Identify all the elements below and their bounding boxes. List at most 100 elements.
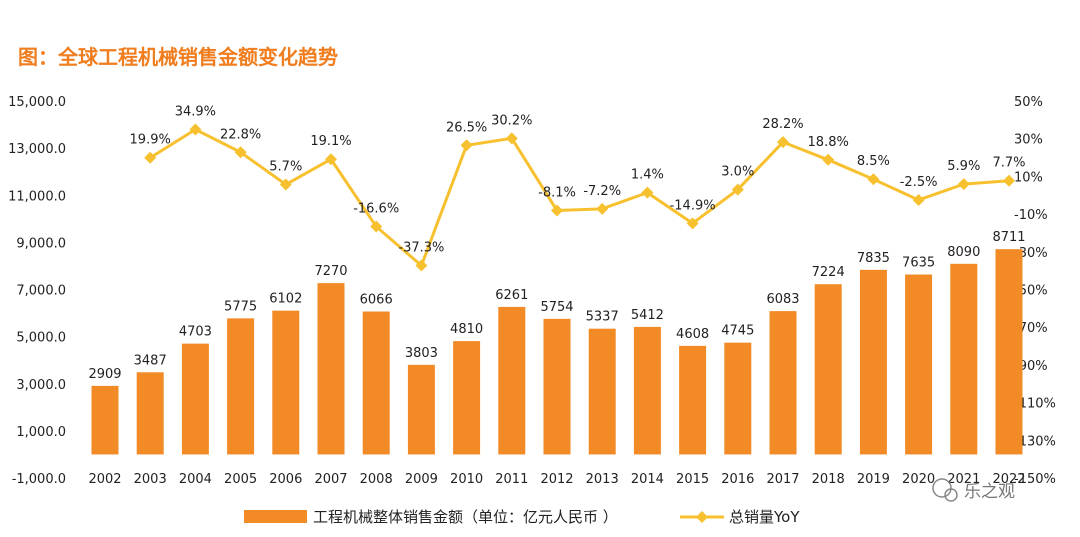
bar-label: 4810 — [450, 322, 483, 337]
left-tick-label: 13,000.0 — [8, 142, 66, 157]
x-tick-label: 2014 — [631, 472, 664, 487]
line-label: 1.4% — [631, 168, 664, 183]
bar-label: 7835 — [857, 251, 890, 266]
left-tick-label: 15,000.0 — [8, 95, 66, 110]
line-point — [370, 220, 383, 233]
left-tick-label: 11,000.0 — [8, 189, 66, 204]
bar — [227, 318, 255, 455]
bar-label: 3803 — [405, 346, 438, 361]
bar — [769, 311, 797, 455]
bar — [317, 283, 345, 455]
x-tick-label: 2022 — [992, 472, 1025, 487]
bar — [362, 311, 390, 455]
bar-label: 7224 — [812, 265, 845, 280]
line-label: 26.5% — [446, 120, 487, 135]
line-label: -7.2% — [583, 184, 621, 199]
right-tick-label: -110% — [1014, 397, 1056, 412]
bar-label: 4745 — [721, 324, 754, 339]
line-point — [867, 173, 880, 186]
bar-label: 5775 — [224, 299, 257, 314]
line-path — [149, 127, 1010, 268]
x-tick-label: 2017 — [766, 472, 799, 487]
chart-title: 图：全球工程机械销售金额变化趋势 — [18, 45, 338, 69]
line-label: -8.1% — [538, 186, 576, 201]
bar-label: 4703 — [179, 325, 212, 340]
line-label: -37.3% — [398, 241, 444, 256]
bar-label: 8711 — [992, 230, 1025, 245]
line-point — [505, 132, 518, 145]
bar-label: 2909 — [88, 367, 121, 382]
bar — [814, 284, 842, 455]
bar — [905, 274, 933, 455]
bar-label: 5412 — [631, 308, 664, 323]
bar — [407, 364, 435, 455]
left-tick-label: 9,000.0 — [16, 236, 66, 251]
wechat-icon-small — [944, 488, 958, 502]
bar-label: 7270 — [314, 264, 347, 279]
line-point — [1003, 174, 1015, 187]
legend-line-marker — [696, 511, 708, 523]
bar — [498, 306, 526, 455]
x-tick-label: 2011 — [495, 472, 528, 487]
right-tick-label: -10% — [1014, 208, 1048, 223]
bar — [679, 345, 707, 455]
line-point — [596, 202, 609, 215]
bar — [633, 326, 661, 455]
x-tick-label: 2018 — [812, 472, 845, 487]
bar — [136, 372, 164, 455]
line-label: -2.5% — [900, 175, 938, 190]
right-tick-label: -150% — [1014, 472, 1056, 487]
line-label: 19.9% — [130, 133, 171, 148]
bar — [91, 385, 119, 455]
x-tick-label: 2006 — [269, 472, 302, 487]
line-point — [957, 178, 970, 191]
left-tick-label: 3,000.0 — [16, 378, 66, 393]
line-point — [777, 136, 789, 149]
left-tick-label: 7,000.0 — [16, 284, 66, 299]
right-tick-label: 30% — [1014, 133, 1043, 148]
right-tick-label: 50% — [1014, 95, 1043, 110]
line-label: 3.0% — [721, 165, 754, 180]
line-series — [144, 123, 1015, 272]
line-point — [234, 146, 247, 159]
x-tick-label: 2002 — [88, 472, 121, 487]
bar-series — [91, 249, 1023, 455]
x-axis: 2002 2003 2004 2005 2006 2007 2008 2009 2010 2011… — [88, 472, 1025, 487]
line-label: 28.2% — [762, 117, 803, 132]
x-tick-label: 2008 — [360, 472, 393, 487]
legend-line-label: 总销量YoY — [729, 508, 800, 526]
line-label: 19.1% — [310, 134, 351, 149]
left-tick-label: 1,000.0 — [16, 425, 66, 440]
legend-bar-swatch — [244, 510, 307, 523]
bar-label: 5754 — [540, 300, 573, 315]
line-label: -16.6% — [353, 202, 399, 217]
bar-label: 8090 — [947, 245, 980, 260]
line-point — [144, 151, 157, 164]
line-label: -14.9% — [670, 198, 716, 213]
x-tick-label: 2013 — [586, 472, 619, 487]
bar-label: 6102 — [269, 292, 302, 307]
line-point — [686, 217, 699, 230]
watermark: 乐之观 — [932, 478, 1015, 502]
line-point — [460, 139, 473, 152]
x-tick-label: 2016 — [721, 472, 754, 487]
line-label: 7.7% — [992, 156, 1025, 171]
line-point — [731, 183, 744, 196]
x-tick-label: 2005 — [224, 472, 257, 487]
bar — [588, 328, 616, 455]
right-tick-label: 10% — [1014, 170, 1043, 185]
line-point — [641, 186, 654, 199]
bar — [272, 310, 300, 455]
line-point — [912, 193, 925, 206]
line-label: 5.9% — [947, 159, 980, 174]
bar-label: 4608 — [676, 327, 709, 342]
line-data-labels: 19.9% 34.9% 22.8% 5.7% 19.1% -16.6% -37.3% 26.5… — [130, 104, 1026, 255]
bar-label: 3487 — [134, 353, 167, 368]
bar-data-labels: 2909 3487 4703 5775 6102 7270 6066 3803 4810 6261… — [88, 230, 1025, 382]
x-tick-label: 2012 — [540, 472, 573, 487]
line-point — [822, 153, 835, 166]
x-tick-label: 2004 — [179, 472, 212, 487]
line-point — [279, 178, 292, 191]
left-tick-label: 5,000.0 — [16, 331, 66, 346]
